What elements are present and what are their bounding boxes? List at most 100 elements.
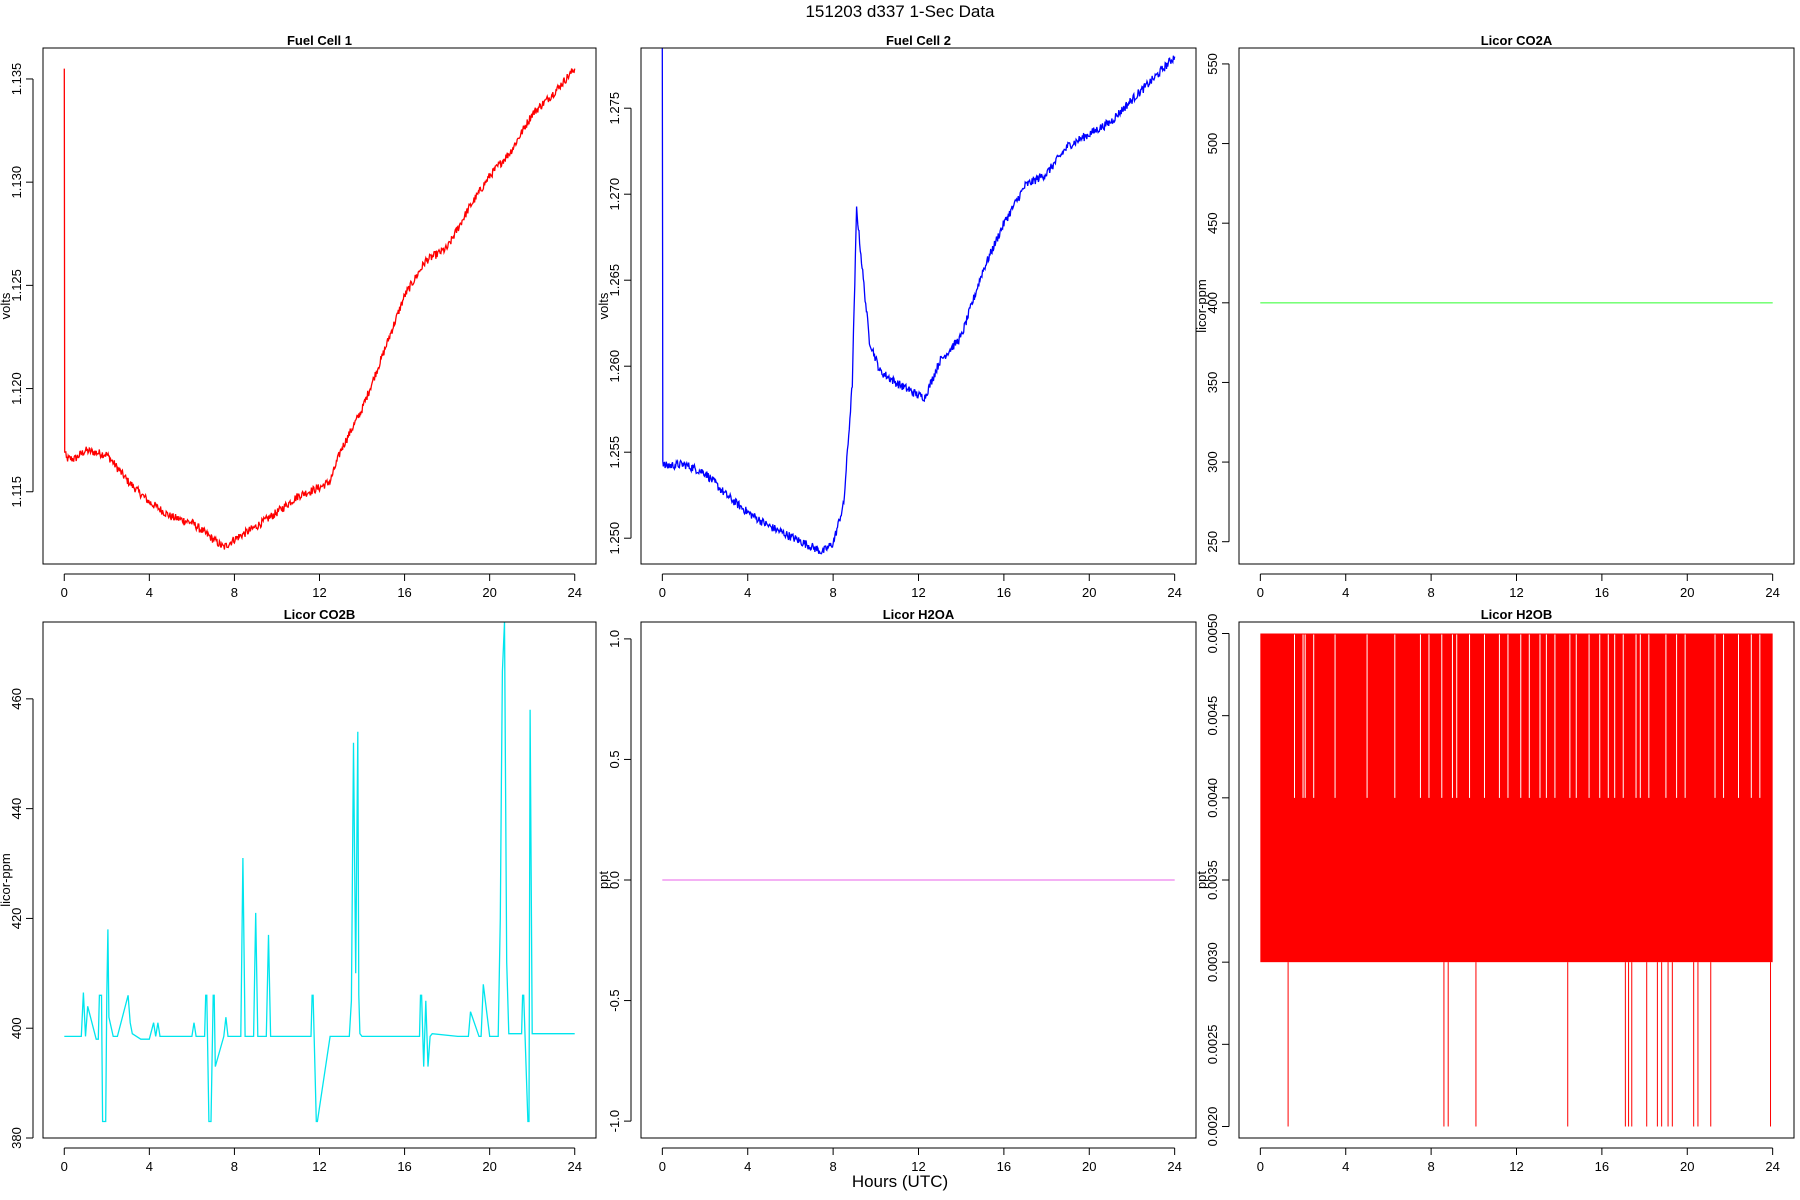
y-tick-label: 1.125 [9,269,24,302]
y-tick-label: 400 [9,1017,24,1039]
x-axis: 0 4 8 12 16 20 24 [659,1147,1182,1174]
y-tick-label: 380 [9,1127,24,1149]
x-tick-label: 4 [1342,585,1349,600]
series-line [64,622,575,1123]
y-tick-label: 0.0025 [1205,1024,1220,1064]
y-axis: -1.0 -0.5 0.0 0.5 1.0 ppt [596,630,632,1132]
y-tick-label: 1.250 [607,522,622,555]
panel-5: Licor H2OA 0 4 8 12 16 20 24 -1.0 -0.5 0.0 0.5 1.0 pp… [596,607,1197,1174]
y-tick-label: 0.0040 [1205,778,1220,818]
x-tick-label: 0 [1257,585,1264,600]
y-tick-label: 500 [1205,133,1220,155]
y-tick-label: 1.120 [9,372,24,405]
y-tick-label: 1.275 [607,92,622,125]
x-tick-label: 12 [312,585,326,600]
panel-title: Fuel Cell 1 [287,33,352,48]
y-tick-label: 1.130 [9,166,24,199]
y-tick-label: 1.115 [9,476,24,508]
plot-frame [42,47,597,565]
panel-title: Fuel Cell 2 [886,33,951,48]
x-tick-label: 24 [567,585,581,600]
x-tick-label: 24 [1167,1159,1181,1174]
x-tick-label: 20 [482,585,496,600]
y-axis: 250 300 350 400 450 500 550 licor-ppm [1194,53,1230,553]
y-tick-label: 1.255 [607,436,622,469]
y-axis-label: volts [0,292,13,319]
panel-1: Fuel Cell 10 4 8 12 16 20 241.1151.1201.1251.1… [0,33,597,600]
plot-frame [640,47,1197,565]
plot-area [63,68,576,550]
series-band [1260,633,1773,963]
x-tick-label: 8 [829,585,836,600]
x-axis: 0 4 8 12 16 20 24 [659,573,1182,600]
panel-title: Licor H2OB [1481,607,1553,622]
plot-area [1260,633,1773,1127]
panel-title: Licor H2OA [883,607,955,622]
y-tick-label: 0.0045 [1205,696,1220,736]
x-tick-label: 16 [397,1159,411,1174]
y-tick-label: 250 [1205,531,1220,553]
series-line [661,48,1176,555]
x-axis: 0 4 8 12 16 20 24 [1257,1147,1780,1174]
y-axis-label: volts [596,292,611,319]
y-axis-label: licor-ppm [0,853,13,906]
y-tick-label: 0.0 [607,871,622,889]
y-tick-label: 0.0030 [1205,942,1220,982]
x-tick-label: 16 [1595,1159,1609,1174]
x-tick-label: 8 [1427,585,1434,600]
x-tick-label: 0 [61,1159,68,1174]
panel-title: Licor CO2A [1481,33,1553,48]
y-axis-label: licor-ppm [1194,279,1209,332]
y-tick-label: 0.5 [607,750,622,768]
x-axis: 0 4 8 12 16 20 24 [1257,573,1780,600]
x-tick-label: 4 [744,1159,751,1174]
y-axis: 1.250 1.255 1.260 1.265 1.270 1.275 volts [596,92,632,555]
panel-title: Licor CO2B [284,607,356,622]
y-tick-label: 300 [1205,451,1220,473]
x-tick-label: 0 [1257,1159,1264,1174]
x-tick-label: 20 [1082,585,1096,600]
y-tick-label: 0.0020 [1205,1107,1220,1147]
y-tick-label: 400 [1205,292,1220,314]
y-tick-label: 1.260 [607,350,622,383]
x-tick-label: 12 [911,585,925,600]
panel-4: Licor CO2B 0 4 8 12 16 20 24 380 400 420 440 460 lico… [0,607,597,1174]
x-tick-label: 24 [1167,585,1181,600]
x-tick-label: 12 [1509,1159,1523,1174]
x-tick-label: 8 [1427,1159,1434,1174]
page-title: 151203 d337 1-Sec Data [805,2,995,21]
x-tick-label: 0 [61,585,68,600]
x-tick-label: 16 [1595,585,1609,600]
panel-3: Licor CO2A 0 4 8 12 16 20 24 250 300 350 400 450 500 5… [1194,33,1795,600]
y-axis: 0.0020 0.0025 0.0030 0.0035 0.0040 0.0045 0.00… [1194,614,1230,1147]
plot-frame [640,621,1197,1139]
x-tick-label: 12 [312,1159,326,1174]
x-tick-label: 4 [744,585,751,600]
x-tick-label: 16 [997,1159,1011,1174]
y-tick-label: 440 [9,798,24,820]
x-tick-label: 16 [997,585,1011,600]
y-tick-label: 0.0050 [1205,614,1220,654]
x-tick-label: 0 [659,1159,666,1174]
x-axis: 0 4 8 12 16 20 24 [61,1147,582,1174]
x-tick-label: 20 [1082,1159,1096,1174]
y-tick-label: 1.0 [607,630,622,648]
x-tick-label: 20 [482,1159,496,1174]
y-tick-label: 1.265 [607,264,622,297]
x-tick-label: 12 [1509,585,1523,600]
x-tick-label: 24 [1765,1159,1779,1174]
y-axis-label: ppt [1194,871,1209,889]
plot-frame [1238,621,1795,1139]
x-tick-label: 8 [231,585,238,600]
x-tick-label: 4 [146,1159,153,1174]
x-tick-label: 8 [231,1159,238,1174]
x-tick-label: 12 [911,1159,925,1174]
y-tick-label: 450 [1205,212,1220,234]
x-tick-label: 24 [1765,585,1779,600]
series-line [63,68,576,550]
plot-frame [42,621,597,1139]
x-tick-label: 4 [1342,1159,1349,1174]
y-tick-label: 350 [1205,372,1220,394]
